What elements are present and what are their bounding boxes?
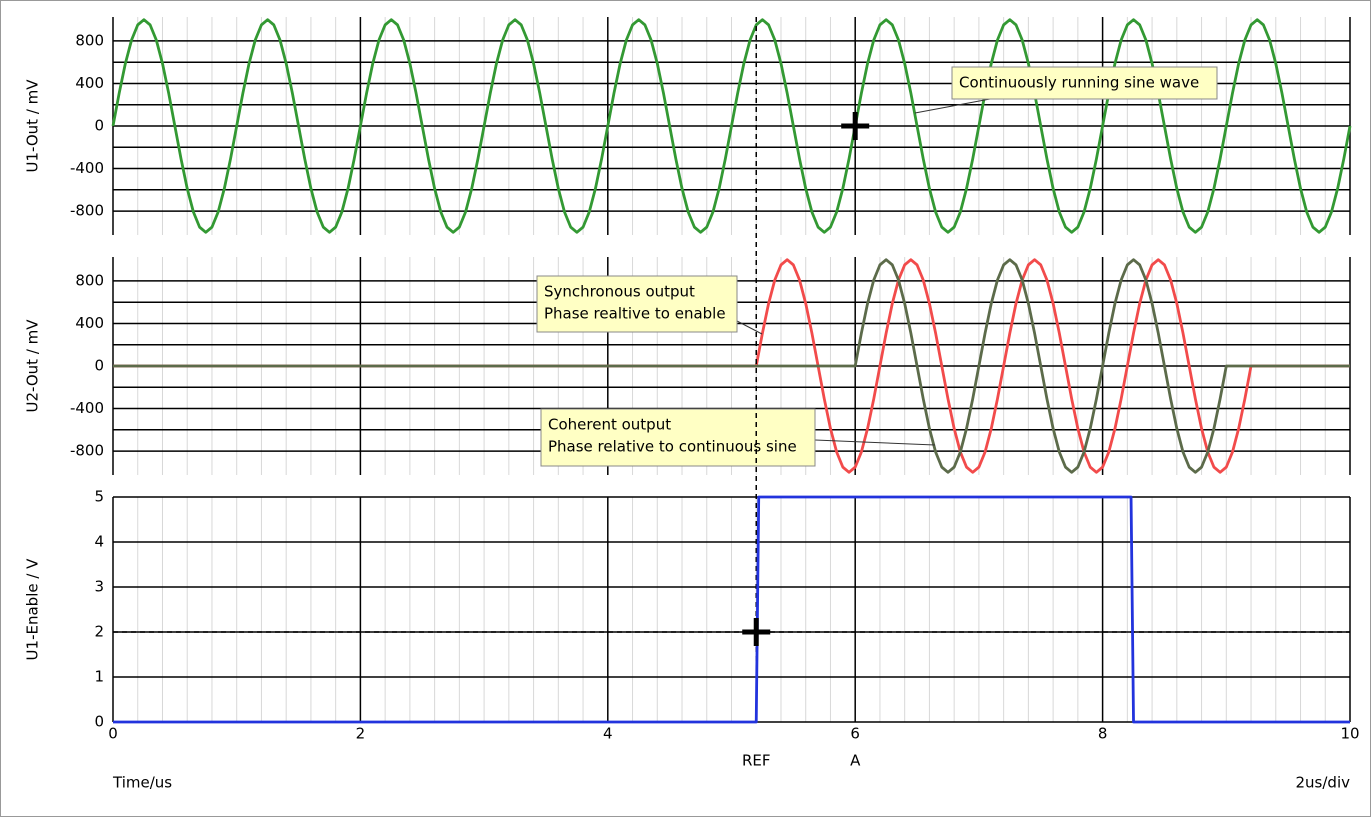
x-tick-label: 10 <box>1340 725 1359 743</box>
y-tick-label: 4 <box>94 533 104 551</box>
y-tick-label: 0 <box>94 357 104 375</box>
series-line <box>111 18 1352 234</box>
annotation-leader <box>914 98 991 114</box>
y-axis-label: U1-Out / mV <box>24 79 42 173</box>
annotation-text: Continuously running sine wave <box>959 74 1199 92</box>
y-tick-label: -400 <box>70 159 104 177</box>
series-line <box>113 495 1350 724</box>
x-tick-label: 2 <box>356 725 366 743</box>
y-tick-label: 400 <box>75 74 104 92</box>
scale-label: 2us/div <box>1296 774 1351 792</box>
y-tick-label: 1 <box>94 668 104 686</box>
x-tick-label: 4 <box>603 725 613 743</box>
x-tick-label: 0 <box>108 725 118 743</box>
annotation-text: Coherent output <box>548 416 671 434</box>
y-tick-label: 3 <box>94 578 104 596</box>
y-tick-label: 800 <box>75 31 104 49</box>
y-tick-label: -800 <box>70 442 104 460</box>
annotation-text: Phase realtive to enable <box>544 305 726 323</box>
y-axis-label: U1-Enable / V <box>24 558 42 661</box>
y-tick-label: 400 <box>75 314 104 332</box>
y-axis-label: U2-Out / mV <box>24 319 42 413</box>
y-tick-label: -400 <box>70 399 104 417</box>
y-tick-label: -800 <box>70 202 104 220</box>
annotation-box <box>540 408 816 467</box>
annotation-text: Synchronous output <box>544 283 695 301</box>
y-tick-label: 0 <box>94 117 104 135</box>
cursor-marker <box>742 618 771 646</box>
x-tick-label: 6 <box>850 725 860 743</box>
annotation-text: Phase relative to continuous sine <box>548 438 797 456</box>
annotation-box <box>536 275 738 333</box>
y-tick-label: 800 <box>75 271 104 289</box>
x-axis-label: Time/us <box>112 774 172 792</box>
cursor-label: REF <box>742 752 771 770</box>
annotation-leader <box>814 439 936 446</box>
series-line <box>113 258 1350 474</box>
y-tick-label: 5 <box>94 488 104 506</box>
series-line <box>113 258 1350 474</box>
y-tick-label: 2 <box>94 623 104 641</box>
annotation-leader <box>736 320 763 335</box>
annotation-box <box>951 66 1218 100</box>
cursor-marker <box>841 112 870 140</box>
y-tick-label: 0 <box>94 713 104 731</box>
cursor-label: A <box>850 752 861 770</box>
x-tick-label: 8 <box>1098 725 1108 743</box>
